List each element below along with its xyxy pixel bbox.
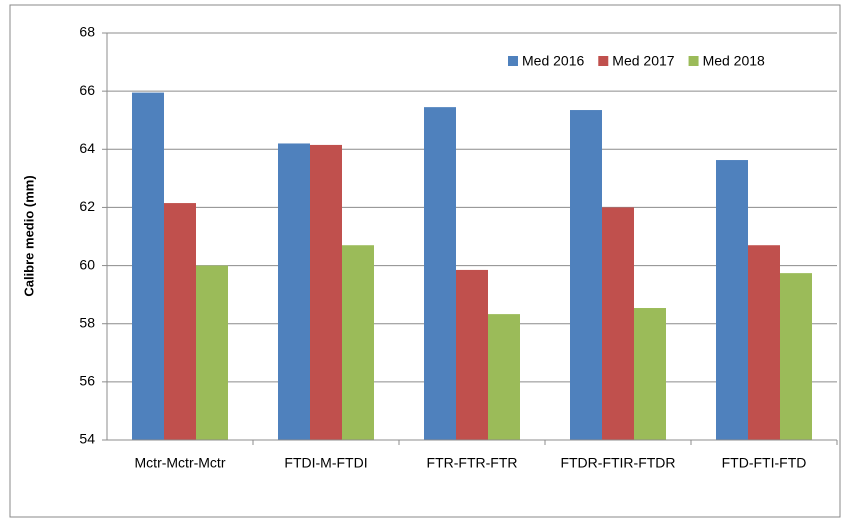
bar (780, 273, 812, 440)
bar (488, 314, 520, 440)
bar (570, 110, 602, 441)
y-tick-label: 62 (79, 198, 95, 214)
y-axis-label: Calibre medio (mm) (21, 175, 36, 296)
legend-label: Med 2017 (612, 53, 674, 69)
bar (716, 160, 748, 440)
y-tick-label: 54 (79, 431, 95, 447)
y-tick-label: 60 (79, 256, 95, 272)
bar (310, 144, 342, 441)
legend-swatch (688, 56, 699, 66)
legend-label: Med 2016 (522, 53, 584, 69)
y-tick-label: 64 (79, 140, 95, 156)
y-tick-label: 56 (79, 373, 95, 389)
legend-swatch (598, 56, 609, 66)
x-tick-label: FTDR-FTIR-FTDR (560, 455, 675, 471)
y-tick-label: 68 (79, 24, 95, 40)
legend-label: Med 2018 (703, 53, 765, 69)
bar (164, 203, 196, 440)
x-tick-label: FTD-FTI-FTD (722, 455, 807, 471)
x-tick-label: FTR-FTR-FTR (427, 455, 518, 471)
bar (196, 265, 228, 440)
bar (278, 143, 310, 440)
y-tick-label: 66 (79, 82, 95, 98)
bar (456, 269, 488, 440)
x-tick-label: Mctr-Mctr-Mctr (135, 455, 226, 471)
x-tick-label: FTDI-M-FTDI (284, 455, 367, 471)
bar (342, 245, 374, 440)
bar (132, 92, 164, 440)
bar (748, 245, 780, 440)
bar (424, 107, 456, 440)
legend-swatch (508, 56, 518, 66)
y-tick-label: 58 (79, 314, 95, 330)
bar (634, 308, 666, 440)
bar (602, 207, 634, 440)
